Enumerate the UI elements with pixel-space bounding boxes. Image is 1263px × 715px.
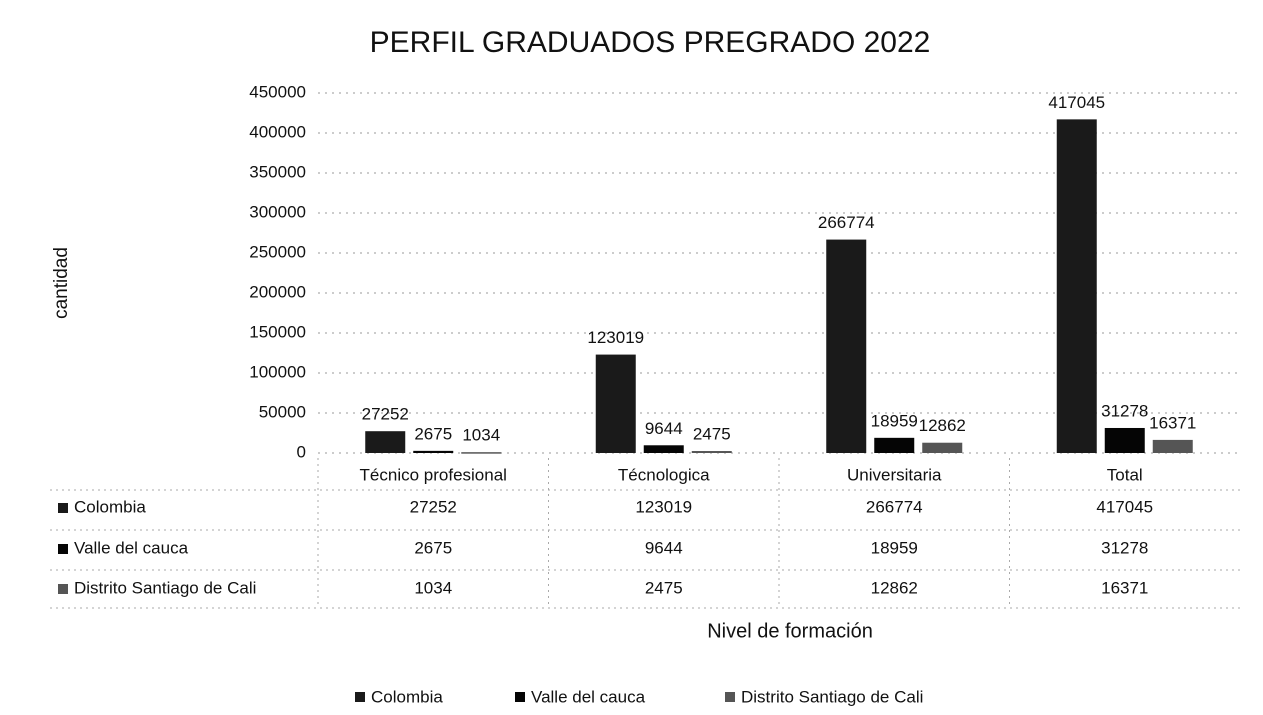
bar (922, 442, 963, 453)
chart-title: PERFIL GRADUADOS PREGRADO 2022 (370, 26, 931, 59)
bar (461, 452, 502, 454)
bar (643, 445, 684, 453)
table-row-label: Colombia (74, 497, 146, 516)
data-label: 18959 (871, 411, 918, 430)
table-legend-key (58, 544, 68, 554)
y-tick-label: 50000 (259, 402, 306, 421)
table-cell: 2475 (645, 578, 683, 597)
table-cell: 417045 (1096, 497, 1153, 516)
legend-label: Valle del cauca (531, 687, 646, 706)
data-label: 16371 (1149, 413, 1196, 432)
legend-key (725, 692, 735, 702)
table-cell: 18959 (871, 538, 918, 557)
data-label: 266774 (818, 213, 875, 232)
y-tick-label: 200000 (249, 282, 306, 301)
data-label: 417045 (1048, 93, 1105, 112)
table-cell: 266774 (866, 497, 923, 516)
table-row-label: Valle del cauca (74, 538, 189, 557)
data-label: 2675 (414, 424, 452, 443)
table-legend-key (58, 503, 68, 513)
data-label: 12862 (919, 416, 966, 435)
legend-label: Colombia (371, 687, 443, 706)
x-tick-label: Total (1107, 465, 1143, 484)
legend-key (515, 692, 525, 702)
bar (826, 239, 867, 453)
bar (413, 450, 454, 453)
y-tick-label: 350000 (249, 162, 306, 181)
y-tick-label: 300000 (249, 202, 306, 221)
x-axis-label: Nivel de formación (707, 620, 873, 642)
bar (365, 431, 406, 453)
table-cell: 31278 (1101, 538, 1148, 557)
table-cell: 2675 (414, 538, 452, 557)
table-cell: 123019 (635, 497, 692, 516)
table-cell: 9644 (645, 538, 683, 557)
data-label: 27252 (362, 405, 409, 424)
y-tick-label: 250000 (249, 242, 306, 261)
table-cell: 27252 (410, 497, 457, 516)
y-tick-label: 400000 (249, 122, 306, 141)
x-tick-label: Técnologica (618, 465, 710, 484)
table-cell: 12862 (871, 578, 918, 597)
bar (1056, 119, 1097, 453)
y-tick-label: 450000 (249, 82, 306, 101)
bar (595, 354, 636, 453)
data-label: 31278 (1101, 401, 1148, 420)
table-cell: 16371 (1101, 578, 1148, 597)
x-tick-label: Técnico profesional (360, 465, 507, 484)
table-row-label: Distrito Santiago de Cali (74, 578, 256, 597)
y-tick-label: 100000 (249, 362, 306, 381)
data-label: 9644 (645, 419, 683, 438)
bar (1152, 439, 1193, 453)
data-label: 1034 (462, 426, 500, 445)
table-cell: 1034 (414, 578, 452, 597)
data-label: 123019 (587, 328, 644, 347)
y-tick-label: 0 (297, 442, 306, 461)
x-tick-label: Universitaria (847, 465, 942, 484)
legend-label: Distrito Santiago de Cali (741, 687, 923, 706)
y-tick-label: 150000 (249, 322, 306, 341)
legend-key (355, 692, 365, 702)
table-legend-key (58, 584, 68, 594)
y-axis-label: cantidad (51, 247, 72, 319)
bar (1104, 427, 1145, 453)
data-label: 2475 (693, 425, 731, 444)
bar (874, 437, 915, 453)
bar (691, 451, 732, 453)
